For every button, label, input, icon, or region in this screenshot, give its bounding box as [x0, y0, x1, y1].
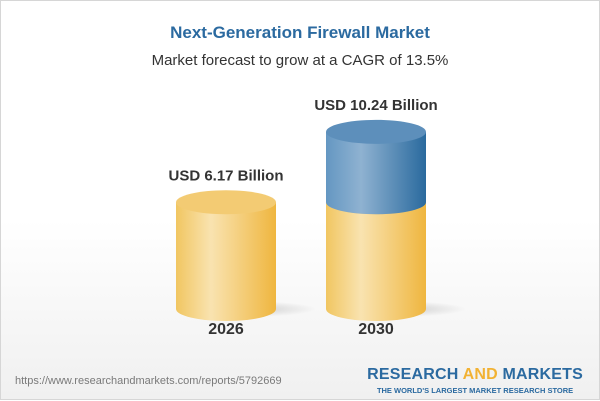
chart-title: Next-Generation Firewall Market [170, 23, 430, 42]
data-label: USD 10.24 Billion [314, 97, 437, 114]
chart-subtitle: Market forecast to grow at a CAGR of 13.… [151, 52, 449, 69]
source-url[interactable]: https://www.researchandmarkets.com/repor… [15, 375, 282, 387]
bar-2030-base-body [326, 202, 426, 321]
bar-2026-base-top [176, 190, 276, 215]
logo-tagline: THE WORLD'S LARGEST MARKET RESEARCH STOR… [376, 386, 574, 395]
bar-2030-growth-body [326, 131, 426, 215]
research-and-markets-logo: RESEARCH AND MARKETS THE WORLD'S LARGEST… [367, 366, 583, 396]
bar-2026-base-body [176, 202, 276, 321]
data-label: USD 6.17 Billion [168, 167, 283, 184]
logo-part-2: AND [462, 366, 498, 383]
category-label: 2030 [358, 321, 394, 338]
bar-2030-growth-top [326, 119, 426, 144]
logo-part-3: MARKETS [497, 366, 583, 383]
category-label: 2026 [208, 321, 244, 338]
logo-part-1: RESEARCH [367, 366, 463, 383]
